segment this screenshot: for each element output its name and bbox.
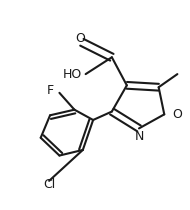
Text: Cl: Cl bbox=[43, 178, 55, 191]
Text: N: N bbox=[134, 130, 144, 143]
Text: O: O bbox=[75, 32, 85, 45]
Text: HO: HO bbox=[63, 68, 82, 81]
Text: O: O bbox=[173, 108, 183, 121]
Text: F: F bbox=[47, 84, 54, 97]
